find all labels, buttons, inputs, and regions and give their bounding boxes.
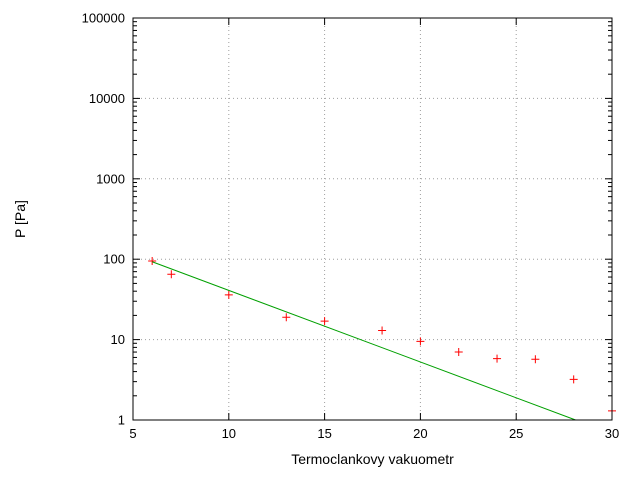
x-tick-label: 10 xyxy=(222,426,236,441)
y-tick-label: 100000 xyxy=(82,11,125,26)
y-tick-label: 100 xyxy=(103,252,125,267)
y-tick-label: 10000 xyxy=(89,91,125,106)
x-axis-title: Termoclankovy vakuometr xyxy=(291,451,454,467)
fit-line xyxy=(151,261,576,421)
x-tick-label: 15 xyxy=(317,426,331,441)
y-tick-label: 10 xyxy=(111,332,125,347)
y-tick-label: 1000 xyxy=(96,171,125,186)
x-tick-label: 20 xyxy=(413,426,427,441)
x-tick-label: 5 xyxy=(129,426,136,441)
x-tick-label: 25 xyxy=(509,426,523,441)
measured-points xyxy=(148,256,616,415)
x-tick-label: 30 xyxy=(605,426,619,441)
y-tick-label: 1 xyxy=(118,413,125,428)
y-axis-title: P [Pa] xyxy=(12,200,28,238)
plot-border xyxy=(132,17,613,421)
